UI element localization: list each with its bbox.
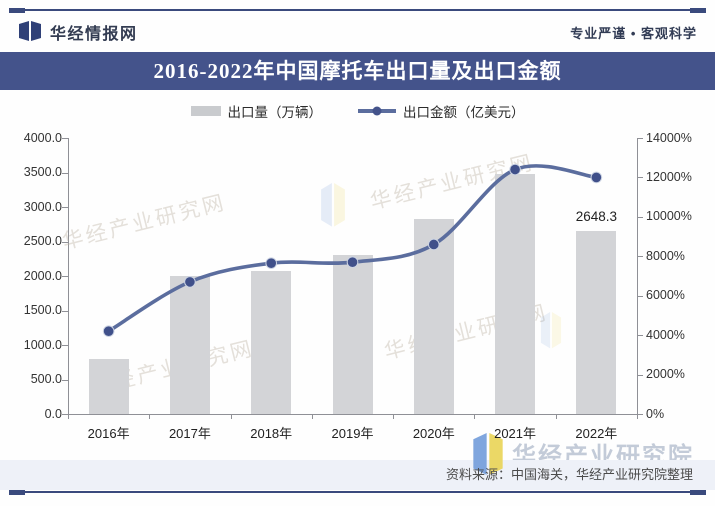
legend-item-line: 出口金额（亿美元） [358, 101, 525, 121]
x-axis-tick [555, 414, 557, 419]
export-volume-bar [169, 276, 210, 414]
y-axis-left-tick-label: 1000.0 [23, 337, 62, 352]
footer-band [0, 460, 715, 490]
header: 华经情报网 专业严谨 • 客观科学 [18, 17, 697, 47]
chart-title: 2016-2022年中国摩托车出口量及出口金额 [153, 59, 562, 83]
bar-swatch-icon [190, 106, 221, 116]
title-bar: 2016-2022年中国摩托车出口量及出口金额 [0, 52, 715, 90]
export-volume-bar [495, 173, 536, 414]
y-axis-right-tick [637, 374, 643, 376]
y-axis-left-tick-label: 2500.0 [23, 234, 62, 248]
y-axis-left-tick [62, 345, 68, 346]
y-axis-right-tick [637, 216, 643, 218]
y-axis-right [636, 138, 638, 415]
export-volume-bar [332, 255, 373, 414]
y-axis-left-tick-label: 3000.0 [23, 199, 62, 214]
y-axis-right-tick-label: 8000% [646, 248, 685, 263]
top-divider [9, 7, 706, 13]
y-axis-right-tick [637, 256, 643, 258]
line-swatch-icon [358, 106, 396, 116]
brand: 华经情报网 [18, 20, 138, 44]
legend-line-label: 出口金额（亿美元） [403, 105, 525, 120]
brand-logo-icon [19, 21, 41, 41]
y-axis-left-tick-label: 4000.0 [23, 130, 62, 145]
y-axis-left-tick-label: 2000.0 [23, 268, 62, 283]
legend-item-bar: 出口量（万辆） [190, 101, 323, 121]
y-axis-right-tick-label: 14000% [646, 130, 692, 145]
x-axis-category-label: 2022年 [575, 426, 618, 441]
x-axis-category-label: 2021年 [494, 426, 537, 441]
line-marker [427, 238, 440, 251]
x-axis-tick [393, 414, 395, 419]
y-axis-left-tick-label: 1500.0 [23, 303, 62, 317]
chart-legend: 出口量（万辆） 出口金额（亿美元） [0, 100, 715, 122]
export-value-line [102, 163, 603, 337]
y-axis-right-tick-label: 10000% [646, 209, 692, 224]
x-axis [67, 414, 638, 415]
y-axis-left-tick [62, 241, 68, 243]
x-axis-tick [311, 414, 313, 419]
y-axis-right-tick [637, 414, 643, 415]
export-volume-bar [88, 358, 129, 414]
y-axis-left-tick [62, 138, 68, 139]
y-axis-left-tick [62, 276, 68, 277]
watermark-logo-icon [540, 312, 562, 349]
export-volume-bar [251, 271, 292, 414]
header-tagline: 专业严谨 • 客观科学 [570, 25, 697, 41]
x-axis-tick [68, 414, 69, 419]
x-axis-tick [474, 414, 476, 419]
y-axis-left-tick-label: 500.0 [30, 372, 62, 386]
y-axis-right-tick [637, 335, 643, 337]
legend-bar-label: 出口量（万辆） [227, 105, 323, 120]
line-marker [346, 256, 359, 268]
line-path [106, 164, 599, 333]
line-marker [184, 276, 196, 288]
data-source-note: 资料来源：中国海关，华经产业研究院整理 [445, 467, 693, 482]
y-axis-left-tick-label: 0.0 [44, 406, 62, 421]
line-marker [590, 171, 603, 184]
huaon-logo-icon [473, 433, 503, 475]
x-axis-tick [149, 414, 151, 419]
x-axis-tick [637, 414, 638, 419]
watermark-logo-icon [321, 183, 345, 227]
x-axis-category-label: 2017年 [168, 426, 211, 441]
line-marker [265, 257, 278, 269]
x-axis-category-label: 2019年 [331, 426, 374, 441]
y-axis-left-tick [62, 379, 68, 381]
y-axis-right-tick [637, 138, 643, 139]
y-axis-left-tick [62, 207, 68, 208]
brand-name: 华经情报网 [50, 26, 138, 43]
y-axis-right-tick [637, 295, 643, 297]
x-axis-tick [230, 414, 232, 419]
y-axis-right-tick-label: 2000% [646, 367, 685, 382]
y-axis-left [67, 138, 69, 415]
y-axis-right-tick-label: 12000% [646, 169, 692, 184]
y-axis-left-tick [62, 172, 68, 174]
y-axis-left-tick [62, 414, 68, 415]
bar-data-label: 2648.3 [575, 209, 617, 225]
export-volume-bar [576, 231, 617, 414]
y-axis-left-tick [62, 310, 68, 312]
bottom-divider [9, 489, 706, 495]
x-axis-category-label: 2020年 [412, 426, 455, 441]
line-marker [509, 163, 521, 176]
line-marker [102, 325, 115, 337]
y-axis-left-tick-label: 3500.0 [23, 165, 62, 179]
x-axis-category-label: 2016年 [87, 426, 130, 441]
y-axis-right-tick-label: 4000% [646, 327, 685, 342]
y-axis-right-tick-label: 6000% [646, 288, 685, 303]
y-axis-right-tick [637, 177, 643, 179]
y-axis-right-tick-label: 0% [646, 406, 665, 421]
x-axis-category-label: 2018年 [250, 426, 293, 441]
